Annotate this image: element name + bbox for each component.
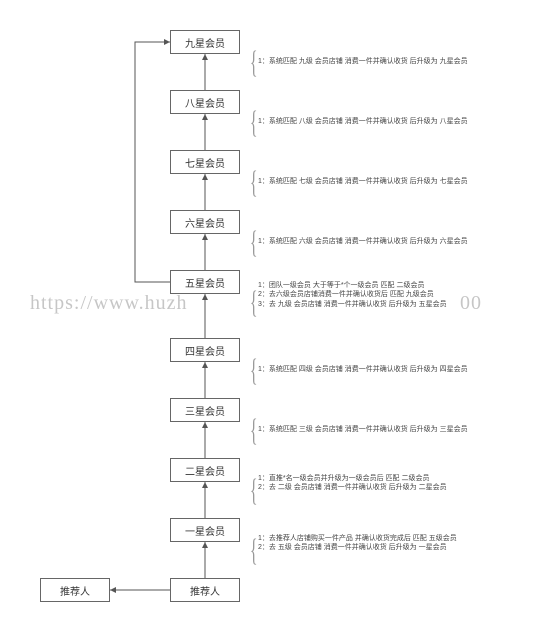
node-label: 推荐人 bbox=[60, 583, 90, 598]
node-label: 八星会员 bbox=[185, 95, 225, 110]
description-block: 1：系统匹配 七级 会员店铺 消费一件并确认收货 后升级为 七星会员 bbox=[258, 177, 468, 186]
description-line: 1：去推荐人店铺购买一件产品 并确认收货完成后 匹配 五级会员 bbox=[258, 534, 457, 543]
node-lvl9: 九星会员 bbox=[170, 30, 240, 54]
node-label: 九星会员 bbox=[185, 35, 225, 50]
description-line: 1：系统匹配 六级 会员店铺 消费一件并确认收货 后升级为 六星会员 bbox=[258, 237, 468, 246]
brace bbox=[246, 354, 254, 386]
description-line: 2：去六级会员店铺消费一件并确认收货后 匹配 九级会员 bbox=[258, 290, 447, 299]
brace bbox=[246, 286, 254, 318]
description-line: 1：系统匹配 七级 会员店铺 消费一件并确认收货 后升级为 七星会员 bbox=[258, 177, 468, 186]
node-lvl4: 四星会员 bbox=[170, 338, 240, 362]
watermark-right-text: 00 bbox=[460, 292, 482, 314]
description-line: 1：系统匹配 三级 会员店铺 消费一件并确认收货 后升级为 三星会员 bbox=[258, 425, 468, 434]
watermark-right: 00 bbox=[460, 292, 482, 315]
node-label: 推荐人 bbox=[190, 583, 220, 598]
description-line: 1：系统匹配 九级 会员店铺 消费一件并确认收货 后升级为 九星会员 bbox=[258, 57, 468, 66]
description-block: 1：系统匹配 八级 会员店铺 消费一件并确认收货 后升级为 八星会员 bbox=[258, 117, 468, 126]
node-label: 六星会员 bbox=[185, 215, 225, 230]
node-lvl5: 五星会员 bbox=[170, 270, 240, 294]
description-line: 1：直推*名一级会员并升级为一级会员后 匹配 二级会员 bbox=[258, 474, 447, 483]
node-label: 二星会员 bbox=[185, 463, 225, 478]
description-line: 1：团队一级会员 大于等于*个一级会员 匹配 二级会员 bbox=[258, 281, 447, 290]
flowchart-container: 九星会员八星会员七星会员六星会员五星会员四星会员三星会员二星会员一星会员推荐人 推… bbox=[0, 0, 553, 626]
brace bbox=[246, 474, 254, 506]
node-label: 四星会员 bbox=[185, 343, 225, 358]
description-block: 1：直推*名一级会员并升级为一级会员后 匹配 二级会员2：去 二级 会员店铺 消… bbox=[258, 474, 447, 493]
brace bbox=[246, 414, 254, 446]
brace bbox=[246, 226, 254, 258]
node-lvl2: 二星会员 bbox=[170, 458, 240, 482]
description-line: 2：去 五级 会员店铺 消费一件并确认收货 后升级为 一星会员 bbox=[258, 543, 457, 552]
arrow-layer bbox=[0, 0, 553, 626]
node-refr: 推荐人 bbox=[170, 578, 240, 602]
description-block: 1：团队一级会员 大于等于*个一级会员 匹配 二级会员2：去六级会员店铺消费一件… bbox=[258, 281, 447, 309]
node-label: 五星会员 bbox=[185, 275, 225, 290]
description-block: 1：系统匹配 三级 会员店铺 消费一件并确认收货 后升级为 三星会员 bbox=[258, 425, 468, 434]
node-lvl3: 三星会员 bbox=[170, 398, 240, 422]
brace bbox=[246, 46, 254, 78]
description-block: 1：系统匹配 九级 会员店铺 消费一件并确认收货 后升级为 九星会员 bbox=[258, 57, 468, 66]
node-refl: 推荐人 bbox=[40, 578, 110, 602]
description-line: 1：系统匹配 四级 会员店铺 消费一件并确认收货 后升级为 四星会员 bbox=[258, 365, 468, 374]
node-lvl8: 八星会员 bbox=[170, 90, 240, 114]
node-label: 三星会员 bbox=[185, 403, 225, 418]
description-block: 1：去推荐人店铺购买一件产品 并确认收货完成后 匹配 五级会员2：去 五级 会员… bbox=[258, 534, 457, 553]
description-line: 1：系统匹配 八级 会员店铺 消费一件并确认收货 后升级为 八星会员 bbox=[258, 117, 468, 126]
watermark-left: https://www.huzh bbox=[30, 292, 187, 314]
description-block: 1：系统匹配 四级 会员店铺 消费一件并确认收货 后升级为 四星会员 bbox=[258, 365, 468, 374]
node-lvl7: 七星会员 bbox=[170, 150, 240, 174]
description-block: 1：系统匹配 六级 会员店铺 消费一件并确认收货 后升级为 六星会员 bbox=[258, 237, 468, 246]
brace bbox=[246, 106, 254, 138]
description-line: 2：去 二级 会员店铺 消费一件并确认收货 后升级为 二星会员 bbox=[258, 483, 447, 492]
node-lvl6: 六星会员 bbox=[170, 210, 240, 234]
node-lvl1: 一星会员 bbox=[170, 518, 240, 542]
brace bbox=[246, 534, 254, 566]
node-label: 一星会员 bbox=[185, 523, 225, 538]
watermark-text: https://www.huzh bbox=[30, 292, 187, 315]
node-label: 七星会员 bbox=[185, 155, 225, 170]
description-line: 3：去 九级 会员店铺 消费一件并确认收货 后升级为 五星会员 bbox=[258, 300, 447, 309]
brace bbox=[246, 166, 254, 198]
